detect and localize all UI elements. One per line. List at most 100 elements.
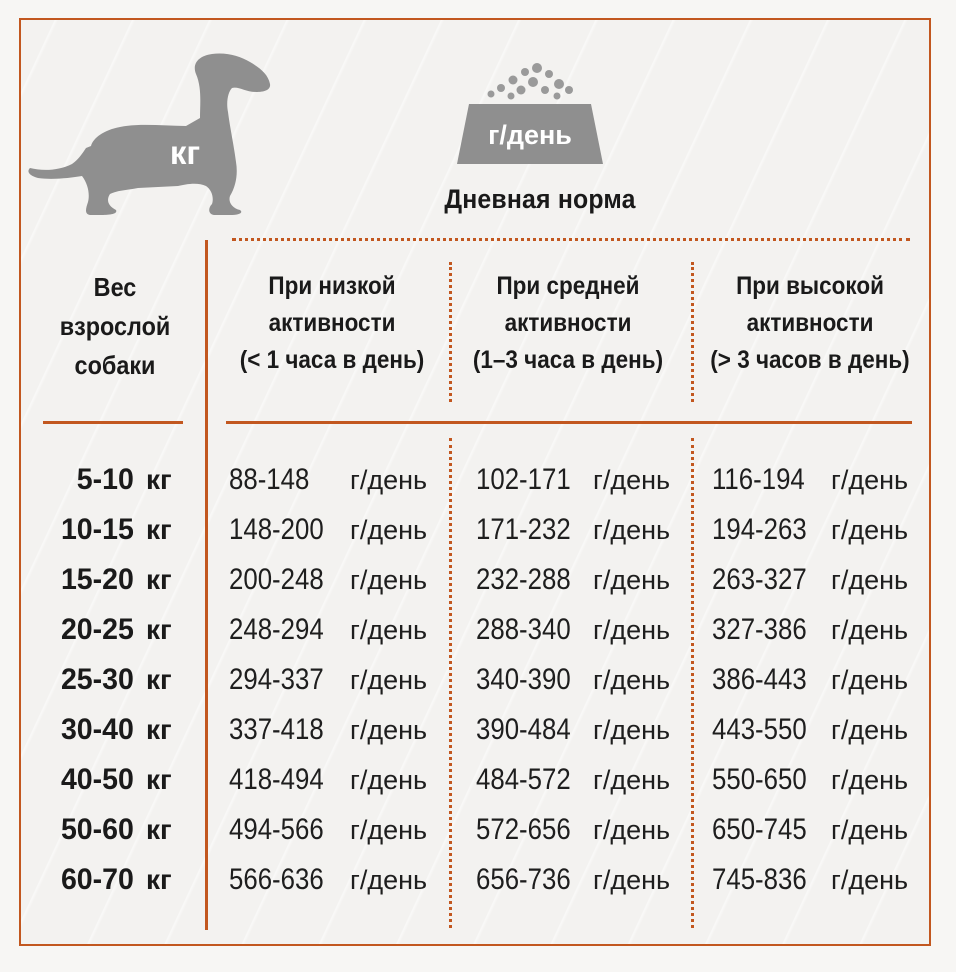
column-header-line: (> 3 часов в день) — [710, 346, 910, 374]
value-low-activity: 200-248 — [229, 563, 324, 596]
unit-medium-activity: г/день — [593, 565, 671, 595]
value-medium-activity: 102-171 — [476, 463, 571, 496]
unit-low-activity: г/день — [350, 865, 428, 895]
dotted-divider-header-1 — [449, 262, 452, 402]
table-row: 25-30 кг 294-337 г/день 340-390 г/день 386-443… — [0, 655, 956, 705]
weight-range: 30-40 — [60, 713, 134, 746]
unit-low-activity: г/день — [350, 665, 428, 695]
value-high-activity: 116-194 — [712, 463, 805, 496]
column-header-line: (1–3 часа в день) — [472, 346, 664, 374]
weight-unit: кг — [146, 464, 172, 495]
column-header-line: активности — [746, 309, 874, 337]
value-low-activity: 88-148 — [229, 463, 310, 496]
weight-range: 50-60 — [60, 813, 134, 846]
table-row: 10-15 кг 148-200 г/день 171-232 г/день 194-263… — [0, 505, 956, 555]
unit-medium-activity: г/день — [593, 465, 671, 495]
column-header-line: (< 1 часа в день) — [239, 346, 425, 374]
column-header-medium-activity: При средней активности (1–3 часа в день) — [465, 268, 670, 379]
unit-medium-activity: г/день — [593, 815, 671, 845]
bowl-icon-label: г/день — [488, 120, 572, 150]
dog-icon-label: кг — [170, 134, 200, 171]
table-row: 50-60 кг 494-566 г/день 572-656 г/день 650-745… — [0, 805, 956, 855]
unit-high-activity: г/день — [831, 515, 909, 545]
value-high-activity: 194-263 — [712, 513, 807, 546]
weight-unit: кг — [146, 864, 172, 895]
weight-unit: кг — [146, 664, 172, 695]
value-high-activity: 443-550 — [712, 713, 807, 746]
unit-medium-activity: г/день — [593, 665, 671, 695]
column-header-line: При средней — [496, 272, 640, 300]
daily-norm-title: Дневная норма — [444, 184, 636, 214]
value-high-activity: 550-650 — [712, 763, 807, 796]
unit-low-activity: г/день — [350, 815, 428, 845]
unit-high-activity: г/день — [831, 815, 909, 845]
weight-unit: кг — [146, 564, 172, 595]
horizontal-divider-right — [226, 421, 912, 424]
value-high-activity: 263-327 — [712, 563, 807, 596]
value-low-activity: 294-337 — [229, 663, 324, 696]
unit-medium-activity: г/день — [593, 615, 671, 645]
unit-high-activity: г/день — [831, 565, 909, 595]
unit-high-activity: г/день — [831, 865, 909, 895]
unit-low-activity: г/день — [350, 565, 428, 595]
value-low-activity: 418-494 — [229, 763, 324, 796]
value-low-activity: 566-636 — [229, 863, 324, 896]
table-row: 40-50 кг 418-494 г/день 484-572 г/день 550-650… — [0, 755, 956, 805]
dotted-divider-body-2 — [691, 438, 694, 928]
unit-high-activity: г/день — [831, 465, 909, 495]
table-row: 15-20 кг 200-248 г/день 232-288 г/день 263-327… — [0, 555, 956, 605]
value-medium-activity: 340-390 — [476, 663, 571, 696]
unit-low-activity: г/день — [350, 615, 428, 645]
value-high-activity: 386-443 — [712, 663, 807, 696]
unit-high-activity: г/день — [831, 765, 909, 795]
weight-unit: кг — [146, 514, 172, 545]
table-row: 60-70 кг 566-636 г/день 656-736 г/день 745-836… — [0, 855, 956, 905]
value-medium-activity: 656-736 — [476, 863, 571, 896]
unit-medium-activity: г/день — [593, 865, 671, 895]
weight-range: 25-30 — [60, 663, 134, 696]
weight-unit: кг — [146, 714, 172, 745]
dotted-divider-header-2 — [691, 262, 694, 402]
weight-range: 40-50 — [60, 763, 134, 796]
column-header-line: При высокой — [736, 272, 884, 300]
weight-header-line: взрослой — [59, 311, 171, 341]
table-row: 5-10 кг 88-148 г/день 102-171 г/день 116-194 г/… — [0, 455, 956, 505]
column-header-high-activity: При высокой активности (> 3 часов в день… — [702, 268, 918, 379]
unit-low-activity: г/день — [350, 515, 428, 545]
value-high-activity: 650-745 — [712, 813, 807, 846]
value-low-activity: 248-294 — [229, 613, 324, 646]
weight-header-line: собаки — [74, 350, 156, 380]
unit-medium-activity: г/день — [593, 765, 671, 795]
value-low-activity: 148-200 — [229, 513, 324, 546]
weight-column-header: Вес взрослой собаки — [48, 268, 183, 385]
table-row: 30-40 кг 337-418 г/день 390-484 г/день 443-550… — [0, 705, 956, 755]
weight-header-line: Вес — [93, 272, 137, 302]
value-high-activity: 327-386 — [712, 613, 807, 646]
vertical-divider-main — [205, 240, 208, 930]
value-medium-activity: 484-572 — [476, 763, 571, 796]
table-row: 20-25 кг 248-294 г/день 288-340 г/день 327-386… — [0, 605, 956, 655]
unit-low-activity: г/день — [350, 715, 428, 745]
weight-unit: кг — [146, 614, 172, 645]
weight-unit: кг — [146, 814, 172, 845]
column-header-line: При низкой — [268, 272, 396, 300]
weight-range: 10-15 — [60, 513, 134, 546]
weight-range: 20-25 — [60, 613, 134, 646]
unit-medium-activity: г/день — [593, 715, 671, 745]
food-bowl-icon: г/день — [457, 63, 603, 164]
value-medium-activity: 390-484 — [476, 713, 571, 746]
weight-range: 60-70 — [60, 863, 134, 896]
value-low-activity: 337-418 — [229, 713, 324, 746]
unit-high-activity: г/день — [831, 665, 909, 695]
dotted-divider-body-1 — [449, 438, 452, 928]
unit-low-activity: г/день — [350, 765, 428, 795]
weight-range: 15-20 — [60, 563, 134, 596]
value-medium-activity: 288-340 — [476, 613, 571, 646]
value-low-activity: 494-566 — [229, 813, 324, 846]
unit-high-activity: г/день — [831, 615, 909, 645]
column-header-low-activity: При низкой активности (< 1 часа в день) — [231, 268, 433, 379]
unit-low-activity: г/день — [350, 465, 428, 495]
value-medium-activity: 572-656 — [476, 813, 571, 846]
column-header-line: активности — [504, 309, 632, 337]
value-medium-activity: 232-288 — [476, 563, 571, 596]
